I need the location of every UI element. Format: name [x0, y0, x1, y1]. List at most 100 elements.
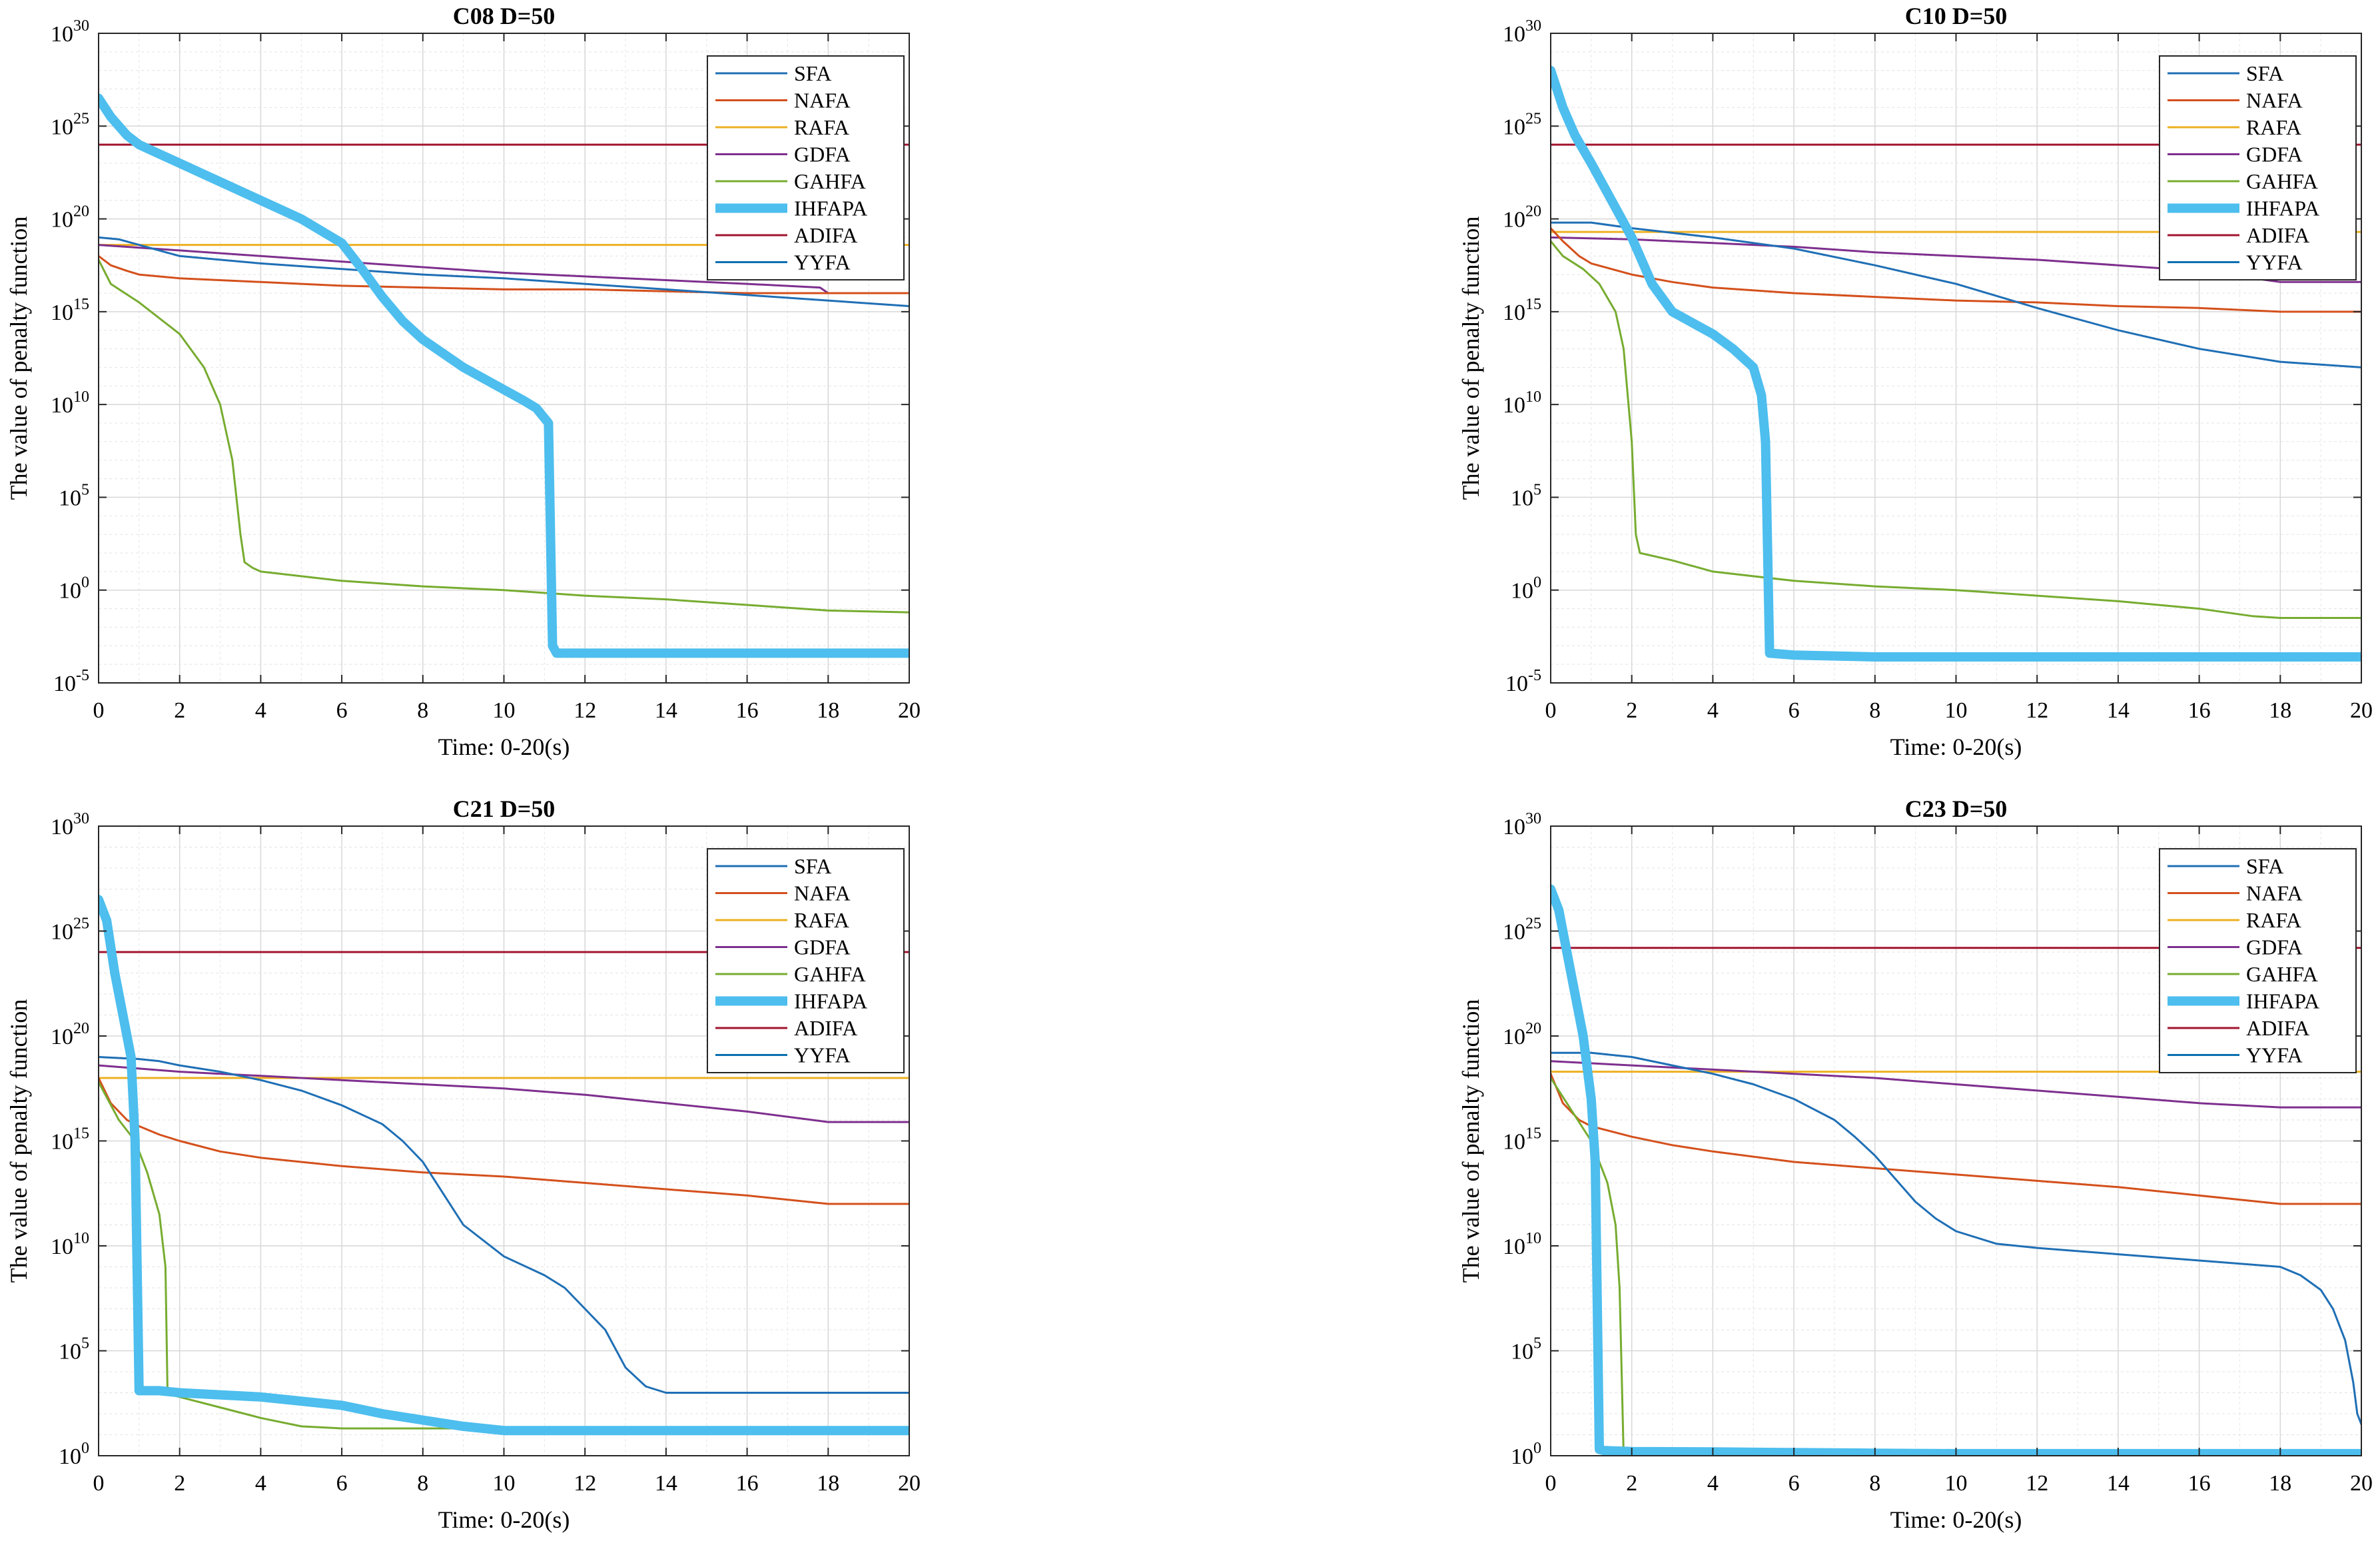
y-tick-label: 1025: [1503, 110, 1541, 139]
x-tick-label: 20: [898, 698, 921, 723]
x-tick-label: 0: [93, 1471, 105, 1496]
legend-label-yyfa: YYFA: [2246, 1043, 2303, 1067]
x-tick-label: 4: [1707, 1471, 1719, 1496]
chart-title: C10 D=50: [1905, 3, 2008, 29]
x-tick-label: 16: [2188, 698, 2211, 723]
chart-title: C08 D=50: [453, 3, 556, 29]
legend-label-gahfa: GAHFA: [794, 962, 866, 986]
y-tick-label: 1010: [51, 388, 89, 418]
series-line-nafa: [99, 255, 909, 294]
legend-label-yyfa: YYFA: [2246, 251, 2303, 274]
x-tick-label: 6: [336, 698, 348, 723]
y-tick-label: 1015: [51, 1125, 89, 1155]
y-tick-label: 1020: [1503, 1020, 1541, 1049]
legend-label-sfa: SFA: [794, 854, 831, 878]
x-tick-label: 18: [2269, 698, 2291, 723]
chart-panel-c08: 0 2 4 6 8 10 12 14 16 18 20 10-5 100 105 1010 1015 1020 1…: [0, 0, 928, 796]
x-tick-label: 12: [574, 1471, 596, 1496]
legend-label-gdfa: GDFA: [2246, 143, 2303, 167]
legend-box: [2159, 55, 2357, 280]
y-tick-label: 1020: [51, 1020, 89, 1049]
x-tick-label: 12: [2026, 1471, 2048, 1496]
x-tick-label: 14: [2107, 1471, 2130, 1496]
legend-label-ihfapa: IHFAPA: [2246, 989, 2319, 1013]
x-tick-label: 18: [817, 698, 839, 723]
x-tick-label: 0: [1545, 1471, 1557, 1496]
series-line-ihfapa: [99, 93, 909, 658]
legend-label-nafa: NAFA: [2246, 89, 2303, 113]
x-tick-label: 14: [655, 698, 677, 723]
y-tick-label: 1030: [1503, 810, 1541, 839]
y-tick-label: 1010: [51, 1230, 89, 1259]
series-line-sfa: [99, 236, 909, 307]
x-tick-label: 6: [1788, 698, 1800, 723]
legend-label-rafa: RAFA: [794, 115, 849, 139]
grid: [98, 825, 910, 1456]
y-tick-label: 100: [59, 1440, 89, 1469]
legend-label-nafa: NAFA: [2246, 881, 2303, 905]
x-tick-label: 10: [1945, 1471, 1968, 1496]
chart-svg: 0 2 4 6 8 10 12 14 16 18 20 10-5 100 105 1010 1015 1020 1…: [5, 3, 921, 760]
x-tick-label: 0: [93, 698, 105, 723]
legend-label-rafa: RAFA: [794, 908, 849, 932]
y-tick-label: 1010: [1503, 388, 1541, 418]
series-line-gahfa: [1551, 1077, 1625, 1456]
y-tick-label: 100: [59, 574, 89, 604]
x-tick-label: 14: [2107, 698, 2130, 723]
x-tick-label: 20: [2350, 698, 2373, 723]
y-tick-label: 1010: [1503, 1230, 1541, 1259]
chart-panel-c10: 0 2 4 6 8 10 12 14 16 18 20 10-5 100 105 1010 1015 1020 1…: [1452, 0, 2380, 796]
legend-label-gahfa: GAHFA: [794, 169, 866, 193]
legend-label-ihfapa: IHFAPA: [2246, 197, 2319, 221]
chart-title: C23 D=50: [1905, 795, 2008, 822]
y-tick-label: 1015: [51, 296, 89, 325]
series-line-nafa: [1551, 227, 2361, 313]
y-axis-label: The value of penalty function: [1457, 217, 1484, 500]
y-axis-label: The value of penalty function: [5, 999, 32, 1283]
x-tick-label: 2: [174, 1471, 185, 1496]
x-tick-label: 2: [1626, 1471, 1637, 1496]
x-tick-label: 18: [2269, 1471, 2291, 1496]
y-tick-label: 1030: [51, 810, 89, 839]
y-tick-label: 1030: [1503, 17, 1541, 47]
x-tick-label: 2: [1626, 698, 1637, 723]
y-tick-label: 1025: [51, 915, 89, 945]
y-tick-label: 1020: [51, 203, 89, 233]
series-line-gdfa: [99, 244, 909, 294]
x-tick-label: 8: [1869, 698, 1880, 723]
legend-label-adifa: ADIFA: [794, 1016, 857, 1040]
y-tick-label: 10-5: [53, 667, 89, 696]
legend-box: [707, 55, 905, 280]
legend-label-nafa: NAFA: [794, 881, 851, 905]
x-tick-label: 8: [417, 698, 428, 723]
y-tick-label: 100: [1511, 574, 1541, 604]
x-tick-label: 12: [2026, 698, 2048, 723]
y-tick-label: 105: [1511, 1335, 1541, 1364]
legend-label-sfa: SFA: [794, 61, 831, 85]
series-line-ihfapa: [1551, 65, 2361, 662]
x-tick-label: 6: [1788, 1471, 1800, 1496]
y-tick-label: 105: [1511, 481, 1541, 510]
legend-label-yyfa: YYFA: [794, 1043, 851, 1067]
x-tick-label: 16: [2188, 1471, 2211, 1496]
x-tick-label: 6: [336, 1471, 348, 1496]
x-tick-label: 4: [255, 698, 266, 723]
x-tick-label: 18: [817, 1471, 839, 1496]
y-tick-label: 105: [59, 1335, 89, 1364]
y-tick-label: 10-5: [1505, 667, 1541, 696]
y-axis-label: The value of penalty function: [1457, 999, 1484, 1283]
x-tick-label: 8: [1869, 1471, 1880, 1496]
legend-box: [2159, 848, 2357, 1073]
series-line-sfa: [1551, 1051, 2361, 1426]
legend-label-gahfa: GAHFA: [2246, 962, 2318, 986]
x-tick-label: 8: [417, 1471, 428, 1496]
legend-label-ihfapa: IHFAPA: [794, 197, 867, 221]
legend-label-gdfa: GDFA: [2246, 935, 2303, 959]
legend-box: [707, 848, 905, 1073]
chart-title: C21 D=50: [453, 795, 556, 822]
x-tick-label: 10: [493, 1471, 516, 1496]
legend-label-sfa: SFA: [2246, 61, 2283, 85]
